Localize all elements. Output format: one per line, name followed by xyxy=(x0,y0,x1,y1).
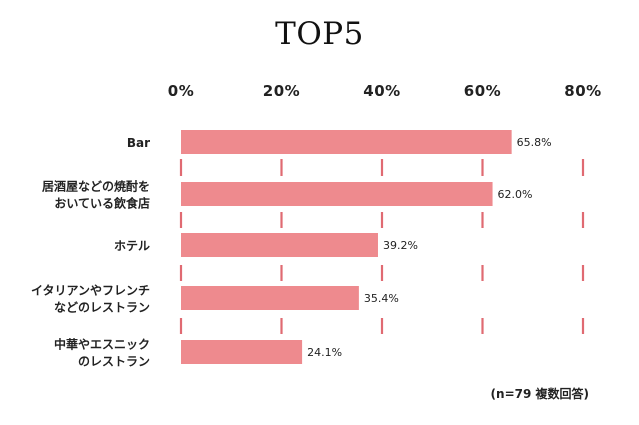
value-label: 65.8% xyxy=(517,136,552,149)
category-label-line: イタリアンやフレンチ xyxy=(31,284,150,298)
x-axis-ticks: 0% 20% 40% 60% 80% xyxy=(168,82,601,100)
value-label: 39.2% xyxy=(383,239,418,252)
value-label: 62.0% xyxy=(498,188,533,201)
bar xyxy=(181,286,359,310)
bar xyxy=(181,130,512,154)
value-label: 35.4% xyxy=(364,292,399,305)
category-label: Bar xyxy=(127,136,150,150)
category-label-line: Bar xyxy=(127,136,150,150)
x-tick-label: 0% xyxy=(168,82,194,100)
category-label: 居酒屋などの焼酎をおいている飲食店 xyxy=(42,179,150,211)
category-labels: Bar 居酒屋などの焼酎をおいている飲食店ホテルイタリアンやフレンチなどのレストラ… xyxy=(31,136,150,369)
category-label-line: 中華やエスニック xyxy=(54,337,150,352)
x-tick-label: 60% xyxy=(464,82,501,100)
category-label-line: ホテル xyxy=(114,239,150,253)
bars: 65.8% 62.0% 39.2% 35.4% 24.1% xyxy=(181,130,552,364)
bar xyxy=(181,340,303,364)
category-label-line: などのレストラン xyxy=(54,301,150,315)
x-tick-label: 80% xyxy=(564,82,601,100)
category-label: イタリアンやフレンチなどのレストラン xyxy=(31,284,150,315)
bar xyxy=(181,233,378,257)
x-tick-label: 40% xyxy=(363,82,400,100)
category-label-line: おいている飲食店 xyxy=(54,196,150,211)
value-label: 24.1% xyxy=(307,346,342,359)
category-label: ホテル xyxy=(114,239,150,253)
x-tick-label: 20% xyxy=(263,82,300,100)
chart-title: TOP5 xyxy=(275,16,364,52)
category-label-line: のレストラン xyxy=(78,355,150,369)
category-label-line: 居酒屋などの焼酎を xyxy=(42,179,150,194)
bar xyxy=(181,182,493,206)
category-label: 中華やエスニックのレストラン xyxy=(54,337,150,369)
sample-note: (n=79 複数回答) xyxy=(490,387,589,401)
grid-lines xyxy=(179,159,585,334)
